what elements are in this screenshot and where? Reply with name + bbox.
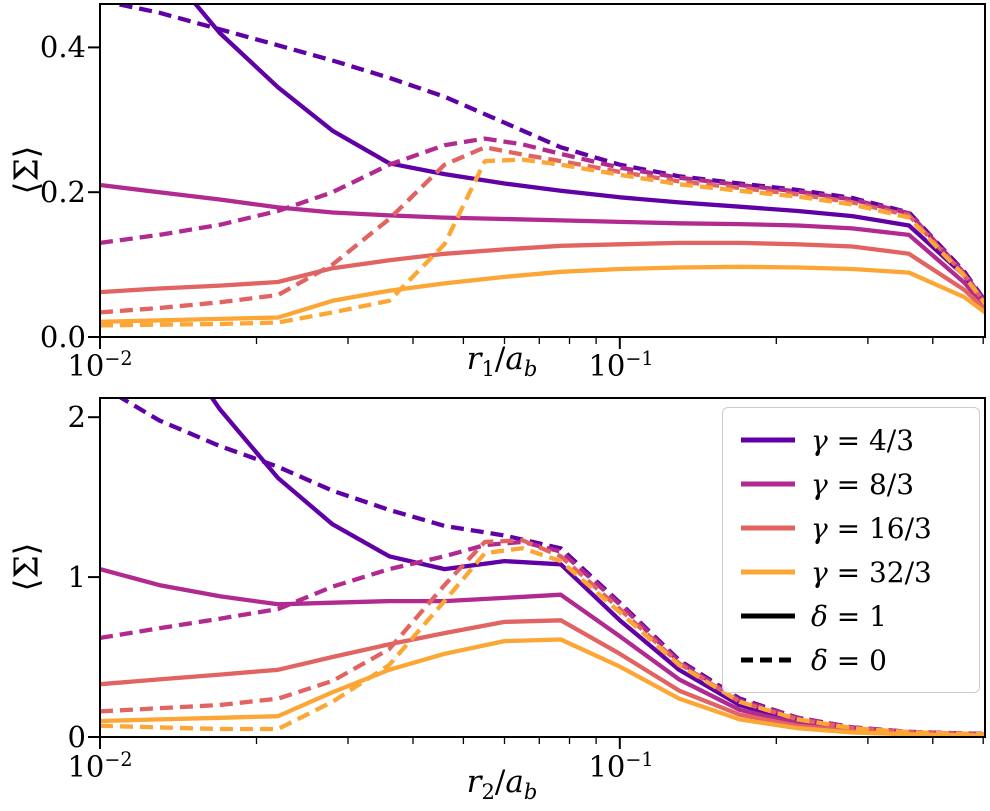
legend-row: γ = 4/3 (733, 418, 971, 462)
y-tick-label: 0.0 (39, 320, 86, 354)
legend-label: γ = 32/3 (811, 555, 932, 589)
y-tick-label: 0.2 (39, 175, 86, 209)
legend-label: γ = 4/3 (811, 423, 915, 457)
legend-label: δ = 0 (811, 643, 887, 677)
legend-label: δ = 1 (811, 599, 887, 633)
series-gamma-8-3-delta-0 (100, 136, 985, 304)
legend-label: γ = 8/3 (811, 467, 915, 501)
y-tick-label: 1 (67, 560, 86, 594)
axes-spines (99, 3, 986, 338)
legend-line-sample (741, 437, 795, 443)
x-tick-label: 10−2 (67, 748, 133, 784)
series-gamma-32-3-delta-0 (100, 546, 985, 737)
x-tick-label: 10−1 (588, 748, 654, 784)
series-gamma-16-3-delta-0 (100, 145, 985, 315)
series-gamma-32-3-delta-0 (100, 157, 985, 328)
x-tick-label: 10−1 (588, 347, 654, 383)
series-gamma-4-3-delta-1 (192, 4, 985, 306)
legend-row: γ = 32/3 (733, 550, 971, 594)
series-group (100, 398, 985, 737)
y-tick-label: 0 (67, 720, 86, 754)
axes-spines (99, 397, 986, 738)
x-tick-label: 10−2 (67, 347, 133, 383)
legend-row: γ = 8/3 (733, 462, 971, 506)
series-gamma-8-3-delta-1 (100, 182, 985, 309)
legend-label: γ = 16/3 (811, 511, 932, 545)
series-gamma-32-3-delta-1 (100, 637, 985, 737)
x-axis-label-bottom: r2/ab (466, 764, 538, 805)
legend-line-sample (741, 569, 795, 575)
y-tick-label: 0.4 (39, 30, 86, 64)
series-gamma-8-3-delta-0 (100, 539, 985, 736)
x-axis-label-top: r1/ab (466, 341, 538, 382)
series-gamma-4-3-delta-0 (106, 4, 985, 303)
y-tick-label: 2 (67, 400, 86, 434)
legend-line-sample (741, 481, 795, 487)
legend-row: δ = 0 (733, 638, 971, 682)
legend-line-sample (741, 657, 795, 663)
legend-line-sample (741, 613, 795, 619)
series-group (100, 4, 985, 328)
legend: γ = 4/3 γ = 8/3 γ = 16/3 γ = 32/3 δ = 1 … (722, 407, 980, 693)
series-gamma-32-3-delta-1 (100, 264, 985, 324)
legend-row: δ = 1 (733, 594, 971, 638)
legend-line-sample (741, 525, 795, 531)
legend-row: γ = 16/3 (733, 506, 971, 550)
series-gamma-16-3-delta-1 (100, 240, 985, 312)
